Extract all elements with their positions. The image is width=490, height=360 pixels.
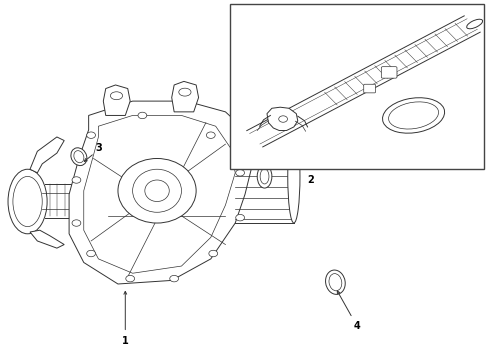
Text: 1: 1 <box>122 336 129 346</box>
Ellipse shape <box>466 19 483 29</box>
Ellipse shape <box>389 102 439 129</box>
Ellipse shape <box>74 150 84 163</box>
FancyBboxPatch shape <box>364 84 375 93</box>
Polygon shape <box>103 85 130 116</box>
Text: 3: 3 <box>95 143 102 153</box>
Ellipse shape <box>133 169 181 212</box>
Ellipse shape <box>138 112 147 119</box>
Ellipse shape <box>118 158 196 223</box>
Ellipse shape <box>279 116 288 122</box>
Ellipse shape <box>288 130 300 223</box>
FancyBboxPatch shape <box>381 67 397 78</box>
Ellipse shape <box>170 275 178 282</box>
Ellipse shape <box>329 274 342 291</box>
Ellipse shape <box>179 88 191 96</box>
Ellipse shape <box>13 176 42 226</box>
Ellipse shape <box>110 92 122 100</box>
Ellipse shape <box>8 169 47 234</box>
Ellipse shape <box>236 170 245 176</box>
Ellipse shape <box>260 169 269 184</box>
Text: 4: 4 <box>354 321 361 331</box>
Ellipse shape <box>145 180 169 202</box>
Ellipse shape <box>206 132 215 138</box>
Ellipse shape <box>87 132 96 138</box>
Polygon shape <box>267 107 298 131</box>
Ellipse shape <box>71 148 87 166</box>
Ellipse shape <box>209 250 218 257</box>
Bar <box>230 4 485 169</box>
Ellipse shape <box>72 177 81 183</box>
Ellipse shape <box>325 270 345 294</box>
Text: 2: 2 <box>308 175 315 185</box>
Ellipse shape <box>236 215 245 221</box>
Polygon shape <box>30 230 64 248</box>
Ellipse shape <box>72 220 81 226</box>
Polygon shape <box>69 101 255 284</box>
Polygon shape <box>30 137 64 173</box>
Ellipse shape <box>383 98 444 133</box>
Polygon shape <box>172 81 198 112</box>
Ellipse shape <box>126 275 135 282</box>
Ellipse shape <box>87 250 96 257</box>
Ellipse shape <box>257 165 272 188</box>
